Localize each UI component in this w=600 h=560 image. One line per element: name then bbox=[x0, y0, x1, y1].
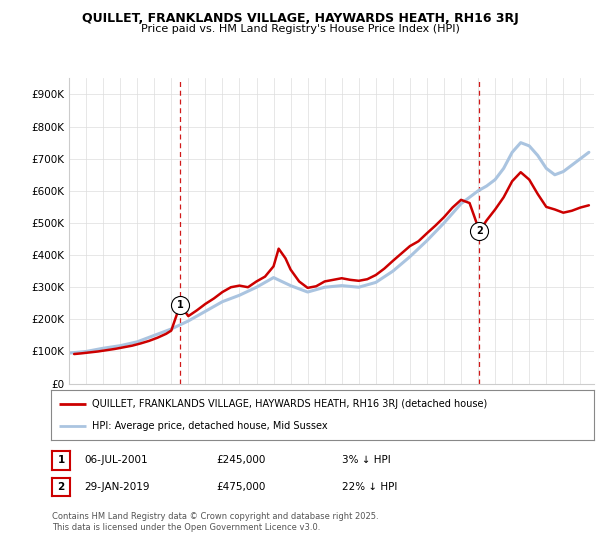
Text: 2: 2 bbox=[58, 482, 65, 492]
Text: £475,000: £475,000 bbox=[216, 482, 265, 492]
Text: 1: 1 bbox=[58, 455, 65, 465]
Text: £245,000: £245,000 bbox=[216, 455, 265, 465]
Text: 3% ↓ HPI: 3% ↓ HPI bbox=[342, 455, 391, 465]
Text: 2: 2 bbox=[476, 226, 483, 236]
Text: 22% ↓ HPI: 22% ↓ HPI bbox=[342, 482, 397, 492]
Text: 29-JAN-2019: 29-JAN-2019 bbox=[84, 482, 149, 492]
Text: 1: 1 bbox=[177, 300, 184, 310]
Text: HPI: Average price, detached house, Mid Sussex: HPI: Average price, detached house, Mid … bbox=[92, 421, 328, 431]
Text: QUILLET, FRANKLANDS VILLAGE, HAYWARDS HEATH, RH16 3RJ: QUILLET, FRANKLANDS VILLAGE, HAYWARDS HE… bbox=[82, 12, 518, 25]
Text: Price paid vs. HM Land Registry's House Price Index (HPI): Price paid vs. HM Land Registry's House … bbox=[140, 24, 460, 34]
Text: QUILLET, FRANKLANDS VILLAGE, HAYWARDS HEATH, RH16 3RJ (detached house): QUILLET, FRANKLANDS VILLAGE, HAYWARDS HE… bbox=[92, 399, 487, 409]
Text: 06-JUL-2001: 06-JUL-2001 bbox=[84, 455, 148, 465]
Text: Contains HM Land Registry data © Crown copyright and database right 2025.
This d: Contains HM Land Registry data © Crown c… bbox=[52, 512, 379, 532]
